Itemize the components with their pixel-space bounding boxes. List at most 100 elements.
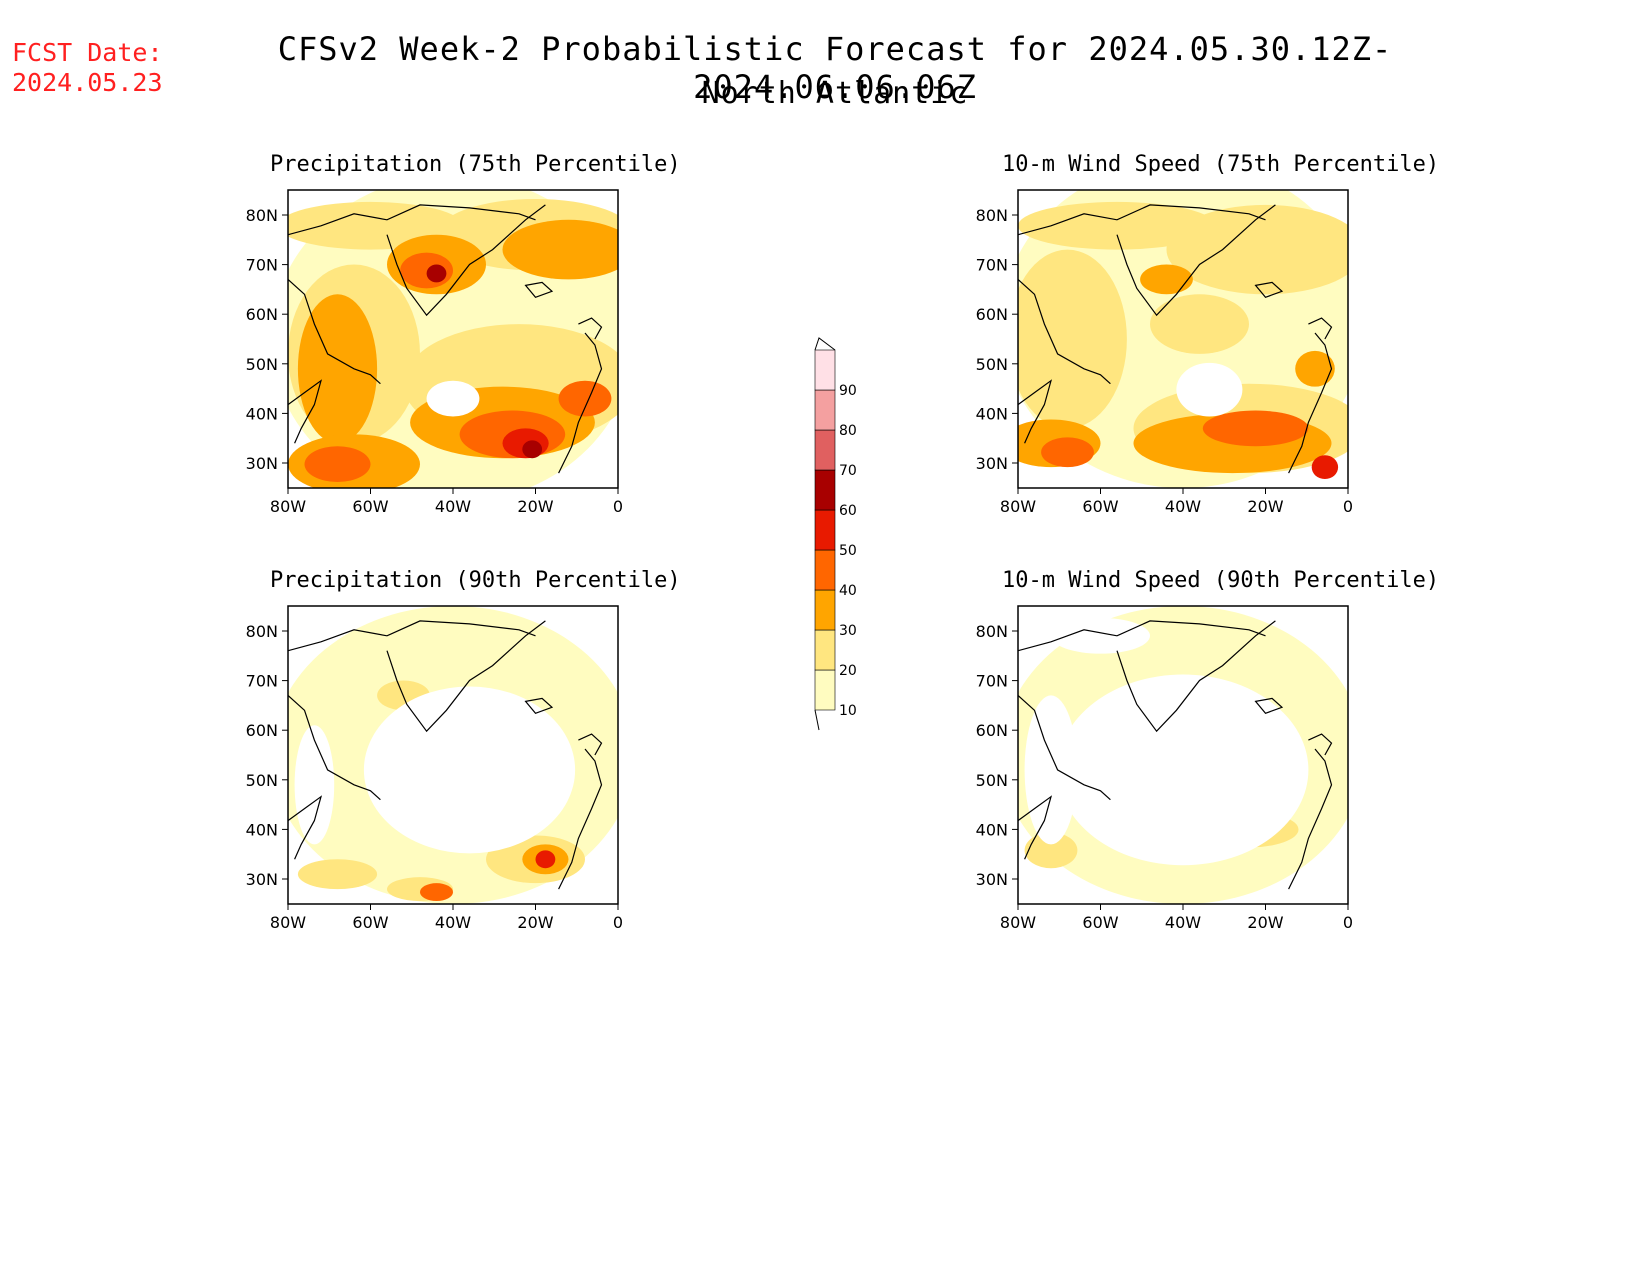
coastline <box>524 697 554 715</box>
colorbar-segment <box>814 589 836 631</box>
coastline <box>1288 748 1333 890</box>
colorbar-level-label: 90 <box>839 383 857 399</box>
fcst-date-value: 2024.05.23 <box>12 68 163 97</box>
probability-contour <box>426 264 447 283</box>
probability-field <box>1018 190 1348 488</box>
colorbar-segment <box>814 669 836 711</box>
lon-tick-label: 80W <box>270 913 306 932</box>
colorbar-level-label: 20 <box>839 663 857 679</box>
lon-tick-label: 0 <box>613 497 623 516</box>
probability-field <box>1018 606 1348 904</box>
colorbar-level-label: 70 <box>839 463 857 479</box>
lon-tick-label: 0 <box>1343 497 1353 516</box>
lon-tick-label: 60W <box>352 913 388 932</box>
lon-tick-label: 40W <box>1165 497 1201 516</box>
probability-contour <box>1166 204 1348 295</box>
lon-tick-label: 80W <box>270 497 306 516</box>
coastline <box>288 620 536 652</box>
probability-contour <box>420 883 453 902</box>
probability-contour <box>294 725 335 845</box>
colorbar-level-label: 40 <box>839 583 857 599</box>
lat-tick-label: 30N <box>246 870 278 889</box>
coastline <box>1018 694 1111 801</box>
colorbar-segment <box>814 509 836 551</box>
lat-tick-label: 60N <box>246 721 278 740</box>
coastline <box>1018 795 1053 860</box>
coastline <box>558 332 603 474</box>
lat-tick-label: 60N <box>246 305 278 324</box>
coastline <box>578 733 603 756</box>
probability-contour <box>1140 264 1193 295</box>
page-title: CFSv2 Week-2 Probabilistic Forecast for … <box>277 30 1393 106</box>
map-panel-wind-90: 80N 70N 60N 50N 40N 30N 80W 60W 40W 20W 0 <box>976 605 1353 932</box>
probability-contour <box>426 380 480 417</box>
map-panel-precip-90: 80N 70N 60N 50N 40N 30N 80W 60W 40W 20W 0 <box>246 605 623 932</box>
coastline <box>1018 379 1053 444</box>
map-panel-precip-75: 80N 70N 60N 50N 40N 30N 80W 60W 40W 20W 0 <box>246 189 623 516</box>
lon-tick-label: 40W <box>435 497 471 516</box>
coastline <box>288 278 381 385</box>
coastline <box>288 694 381 801</box>
lon-tick-label: 80W <box>1000 497 1036 516</box>
lat-tick-label: 50N <box>976 355 1008 374</box>
probability-contour <box>535 850 556 869</box>
lon-tick-label: 60W <box>1082 497 1118 516</box>
panel-title-precip-75: Precipitation (75th Percentile) <box>270 152 681 177</box>
probability-contour <box>522 440 543 459</box>
probability-contour <box>502 219 618 280</box>
lat-tick-label: 50N <box>976 771 1008 790</box>
coastline <box>1116 620 1276 733</box>
lat-tick-label: 80N <box>976 622 1008 641</box>
lon-tick-label: 20W <box>517 913 553 932</box>
probability-field <box>288 606 618 904</box>
panel-title-wind-75: 10-m Wind Speed (75th Percentile) <box>1002 152 1440 177</box>
colorbar-segment <box>814 389 836 431</box>
probability-contour <box>1311 455 1339 480</box>
lat-tick-label: 30N <box>976 454 1008 473</box>
colorbar-segment <box>814 549 836 591</box>
coastline <box>1018 278 1111 385</box>
lon-tick-label: 20W <box>517 497 553 516</box>
lat-tick-label: 40N <box>246 820 278 839</box>
probability-contour <box>304 446 371 483</box>
colorbar-level-label: 30 <box>839 623 857 639</box>
coastline <box>288 379 323 444</box>
colorbar-level-label: 50 <box>839 543 857 559</box>
colorbar-segment <box>814 429 836 471</box>
lat-tick-label: 60N <box>976 305 1008 324</box>
coastline <box>1254 697 1284 715</box>
forecast-date-block: FCST Date: 2024.05.23 <box>12 38 163 98</box>
coastline <box>1254 281 1284 299</box>
lat-tick-label: 70N <box>976 256 1008 275</box>
coastline <box>288 204 536 236</box>
lon-tick-label: 60W <box>352 497 388 516</box>
lat-tick-label: 80N <box>246 206 278 225</box>
probability-contour <box>297 859 378 890</box>
probability-contour <box>1176 362 1243 417</box>
coastline <box>558 748 603 890</box>
lat-tick-label: 60N <box>976 721 1008 740</box>
lat-tick-label: 40N <box>246 404 278 423</box>
lon-tick-label: 60W <box>1082 913 1118 932</box>
lat-tick-label: 70N <box>246 672 278 691</box>
lat-tick-label: 80N <box>246 622 278 641</box>
lat-tick-label: 80N <box>976 206 1008 225</box>
probability-contour <box>1202 410 1309 447</box>
probability-contour <box>1018 249 1127 429</box>
panel-title-wind-90: 10-m Wind Speed (90th Percentile) <box>1002 568 1440 593</box>
probability-contour <box>1024 695 1078 845</box>
coastline <box>1018 620 1266 652</box>
probability-contour <box>1057 674 1309 866</box>
probability-contour <box>1295 350 1335 387</box>
lon-tick-label: 0 <box>613 913 623 932</box>
lon-tick-label: 20W <box>1247 497 1283 516</box>
lat-tick-label: 70N <box>976 672 1008 691</box>
panel-title-precip-90: Precipitation (90th Percentile) <box>270 568 681 593</box>
coastline <box>1018 204 1266 236</box>
coastline <box>1308 317 1333 340</box>
lon-tick-label: 40W <box>1165 913 1201 932</box>
colorbar-segment <box>814 629 836 671</box>
colorbar-level-label: 10 <box>839 703 857 719</box>
lat-tick-label: 50N <box>246 355 278 374</box>
lat-tick-label: 40N <box>976 820 1008 839</box>
